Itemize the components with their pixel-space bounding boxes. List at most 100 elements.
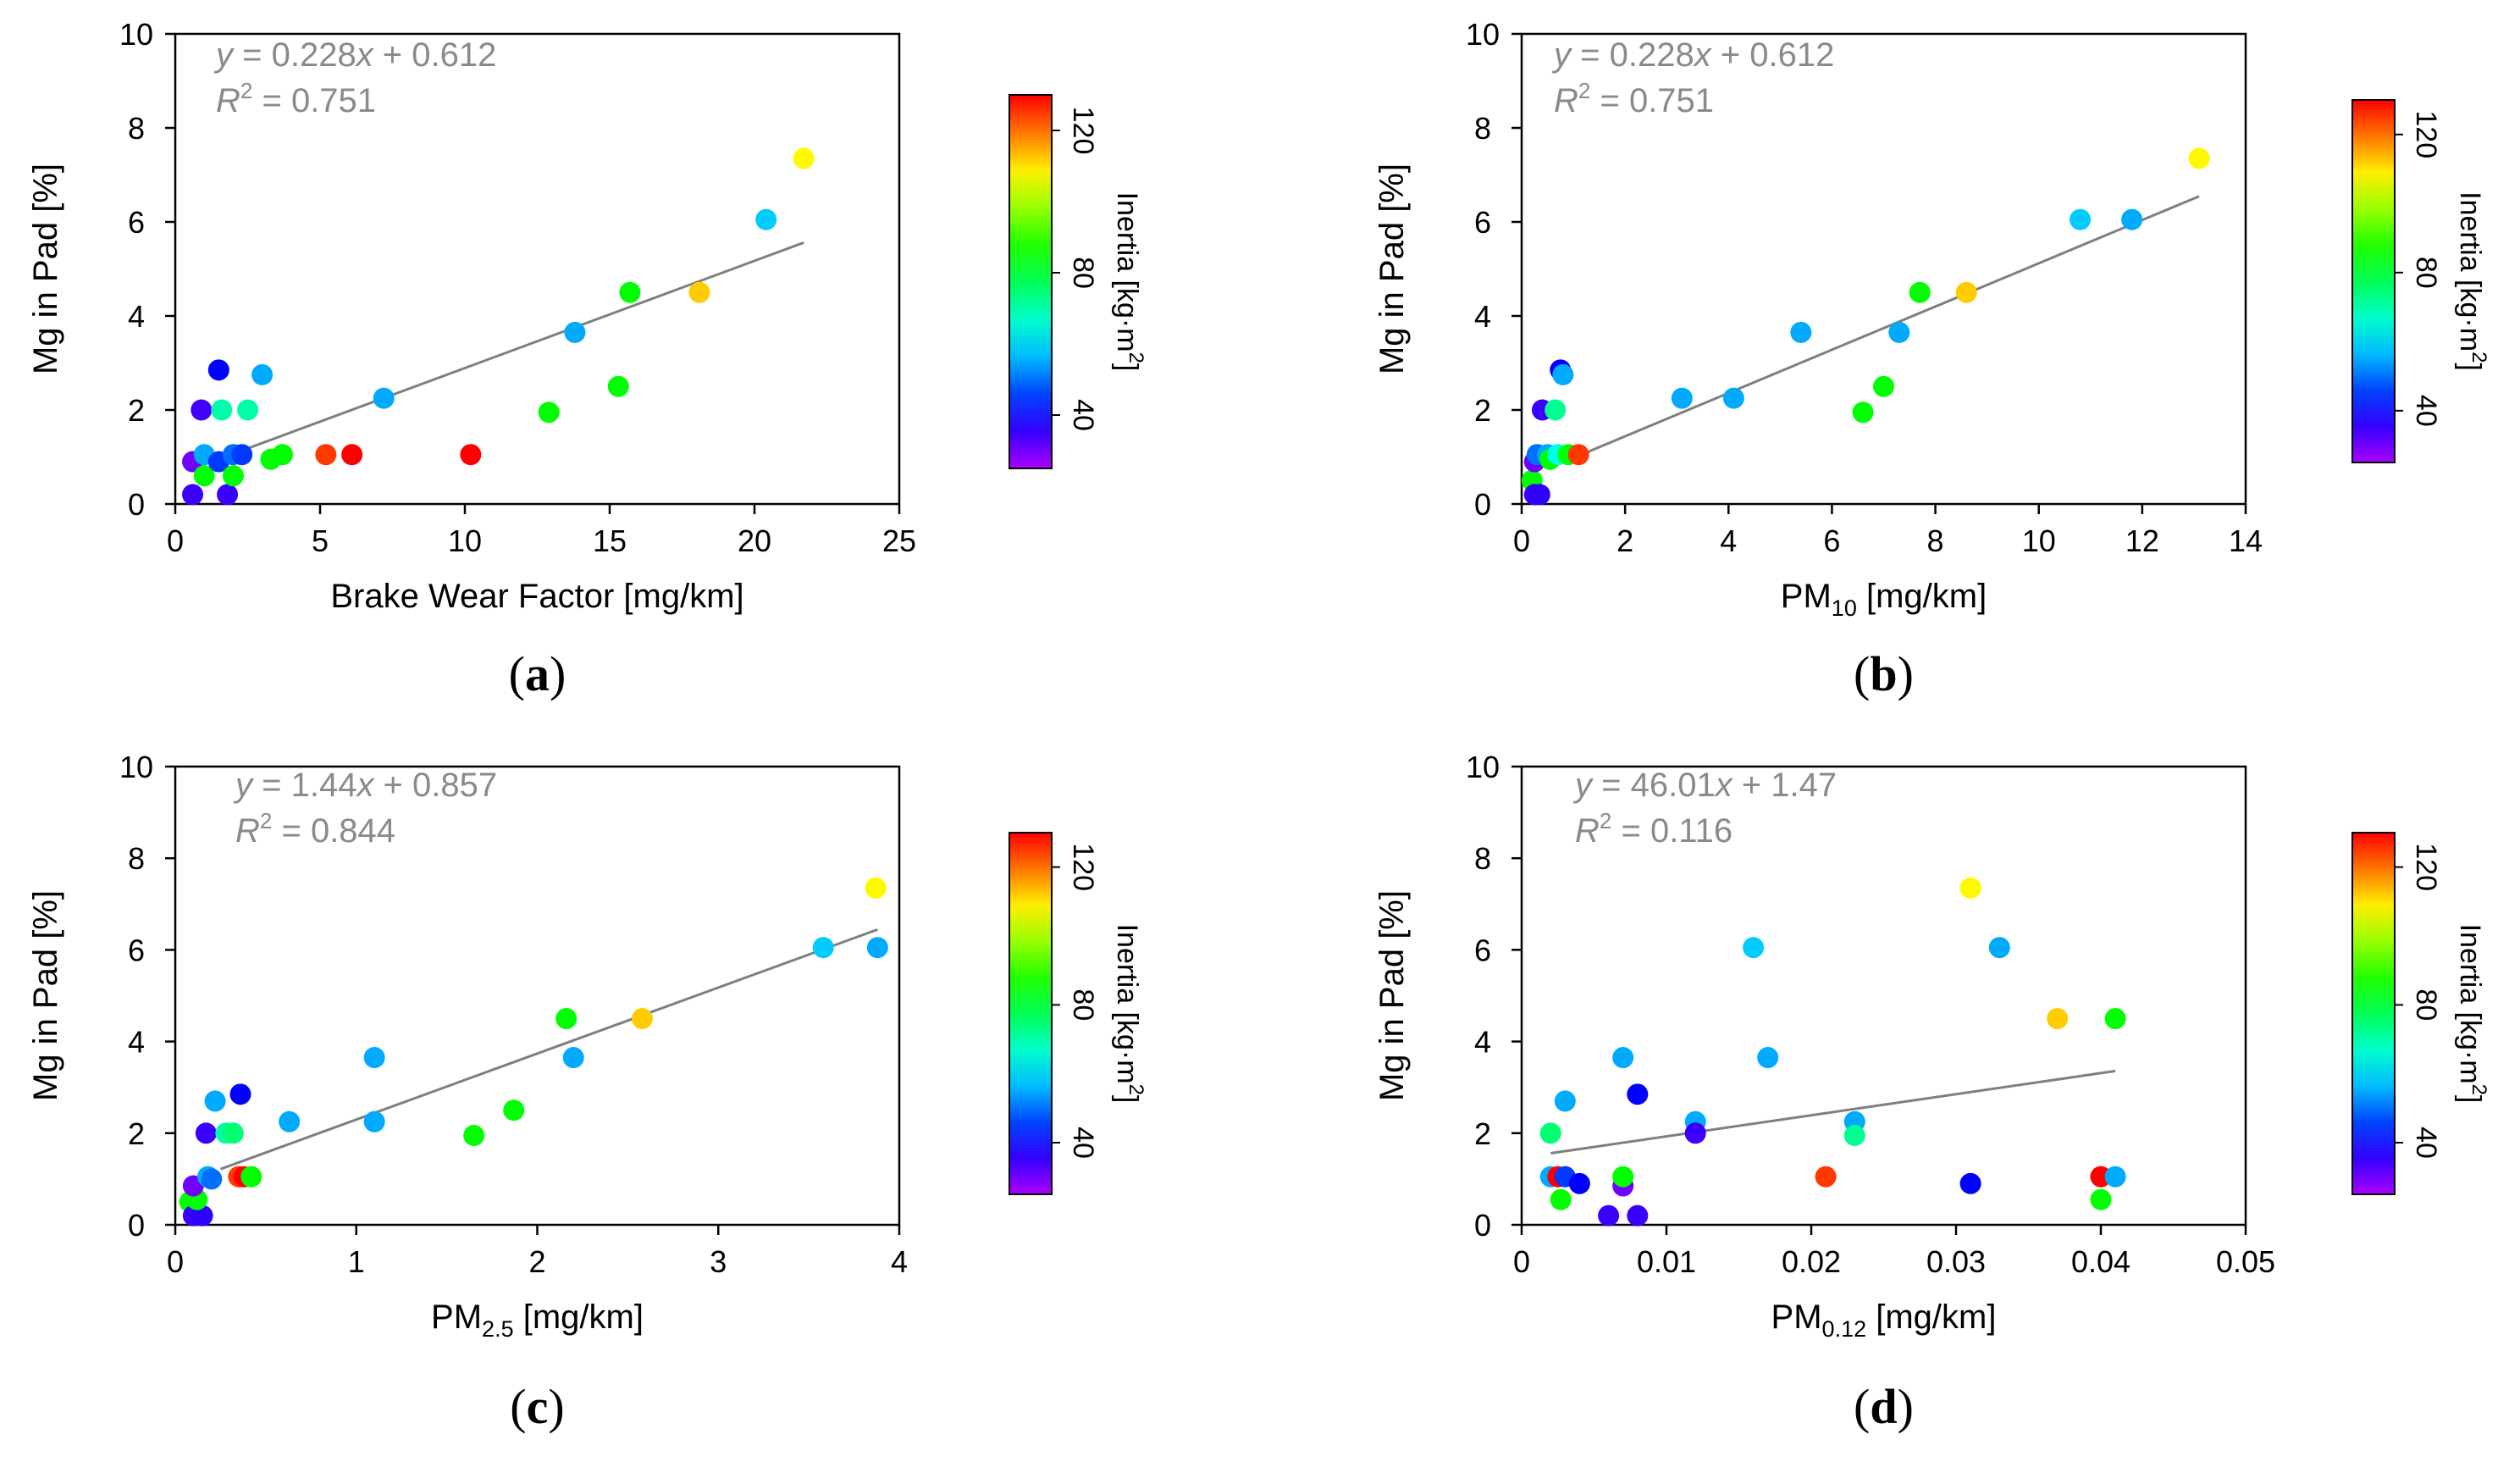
- x-axis-label: PM0.12 [mg/km]: [1771, 1299, 1997, 1342]
- y-axis-label: Mg in Pad [%]: [27, 890, 64, 1101]
- data-point: [1612, 1047, 1634, 1069]
- data-point: [1627, 1204, 1649, 1227]
- y-axis-label: Mg in Pad [%]: [27, 163, 64, 374]
- data-point: [1612, 1166, 1634, 1188]
- x-tick-label: 12: [2125, 523, 2159, 558]
- x-tick-label: 2: [528, 1244, 545, 1279]
- data-point: [222, 465, 244, 487]
- x-tick-label: 0.04: [2071, 1244, 2130, 1279]
- x-tick-label: 8: [1927, 523, 1944, 558]
- plot-frame: [1520, 765, 2247, 1227]
- plot-frame: [174, 32, 901, 506]
- y-axis-label: Mg in Pad [%]: [1373, 163, 1411, 374]
- data-point: [1627, 1083, 1649, 1105]
- y-tick-label: 10: [119, 750, 153, 784]
- data-point: [607, 375, 629, 397]
- data-point: [240, 1166, 262, 1188]
- regression-equation: y = 1.44x + 0.857: [233, 767, 497, 804]
- regression-line: [1550, 1069, 2116, 1155]
- data-point: [315, 444, 337, 466]
- y-axis-label: Mg in Pad [%]: [1373, 890, 1411, 1101]
- data-point: [211, 399, 233, 421]
- colorbar-tick-label: 80: [1067, 257, 1099, 289]
- colorbar-tick-label: 120: [2410, 843, 2442, 891]
- data-point: [631, 1008, 653, 1030]
- data-point: [1959, 1172, 1981, 1194]
- x-tick-label: 0.03: [1926, 1244, 1986, 1279]
- data-point: [2104, 1166, 2126, 1188]
- data-point: [619, 281, 641, 303]
- data-point: [231, 444, 253, 466]
- y-tick-label: 4: [128, 299, 145, 334]
- y-tick-label: 8: [128, 111, 145, 146]
- x-tick-label: 6: [1823, 523, 1840, 558]
- data-point: [2188, 147, 2210, 169]
- colorbar-tick-label: 80: [2410, 257, 2442, 289]
- x-tick-label: 25: [882, 523, 916, 558]
- y-tick-label: 0: [1474, 487, 1491, 522]
- data-point: [363, 1110, 385, 1132]
- x-tick-label: 0.01: [1637, 1244, 1696, 1279]
- data-point: [2047, 1008, 2069, 1030]
- chart-panel: 0 2 4 6 8 10 12 14 0 2 4 6 8 10 PM10 [mg/km] Mg in Pad …: [1373, 17, 2490, 701]
- data-point: [1554, 1090, 1576, 1112]
- data-point: [1671, 387, 1693, 409]
- data-point: [1539, 1122, 1561, 1144]
- data-point: [793, 147, 815, 169]
- colorbar-tick-label: 120: [1067, 107, 1099, 155]
- x-tick-label: 4: [1720, 523, 1737, 558]
- colorbar-label: Inertia [kg·m2]: [2454, 191, 2490, 371]
- data-point: [755, 208, 777, 230]
- data-point: [251, 363, 274, 385]
- y-tick-label: 6: [1474, 205, 1491, 240]
- data-point: [201, 1168, 223, 1190]
- regression-line: [203, 241, 804, 466]
- data-point: [279, 1110, 301, 1132]
- panel-label: (c): [510, 1379, 564, 1434]
- y-tick-label: 6: [128, 205, 145, 240]
- x-axis-label: PM2.5 [mg/km]: [431, 1299, 644, 1342]
- data-point: [1567, 444, 1589, 466]
- colorbar: [2351, 832, 2396, 1195]
- y-tick-label: 0: [128, 1208, 145, 1243]
- r-squared: R2 = 0.844: [235, 808, 395, 850]
- x-tick-label: 0.05: [2216, 1244, 2275, 1279]
- data-point: [1843, 1125, 1865, 1147]
- y-tick-label: 4: [1474, 1025, 1491, 1060]
- y-tick-label: 6: [128, 933, 145, 967]
- data-point: [463, 1125, 485, 1147]
- data-point: [2070, 208, 2092, 230]
- data-point: [1550, 1188, 1572, 1210]
- y-tick-label: 8: [1474, 841, 1491, 876]
- x-tick-label: 4: [891, 1244, 908, 1279]
- data-point: [2090, 1166, 2112, 1188]
- x-tick-label: 10: [2022, 523, 2056, 558]
- data-point: [222, 1122, 244, 1144]
- data-point: [562, 1047, 584, 1069]
- y-tick-label: 6: [1474, 933, 1491, 967]
- data-point: [1545, 399, 1567, 421]
- chart-panel: 0 0.01 0.02 0.03 0.04 0.05 0 2 4 6 8 10 PM0.12 [mg/k…: [1373, 750, 2490, 1434]
- y-tick-label: 2: [1474, 1116, 1491, 1151]
- data-point: [237, 399, 258, 421]
- data-point: [195, 1122, 217, 1144]
- data-point: [229, 1083, 251, 1105]
- colorbar-label: Inertia [kg·m2]: [1111, 192, 1147, 372]
- regression-equation: y = 0.228x + 0.612: [213, 36, 496, 74]
- y-tick-label: 2: [1474, 393, 1491, 428]
- data-point: [363, 1047, 385, 1069]
- data-point: [1955, 281, 1977, 303]
- x-tick-label: 0: [1513, 1244, 1530, 1279]
- data-point: [191, 1204, 213, 1227]
- data-point: [1568, 1172, 1590, 1194]
- y-tick-label: 8: [1474, 111, 1491, 146]
- data-point: [812, 937, 834, 959]
- x-tick-label: 2: [1616, 523, 1633, 558]
- colorbar: [1009, 832, 1053, 1195]
- data-point: [2104, 1008, 2126, 1030]
- data-point: [204, 1090, 226, 1112]
- data-point: [341, 444, 363, 466]
- data-point: [1598, 1204, 1620, 1227]
- colorbar-label: Inertia [kg·m2]: [1111, 924, 1147, 1104]
